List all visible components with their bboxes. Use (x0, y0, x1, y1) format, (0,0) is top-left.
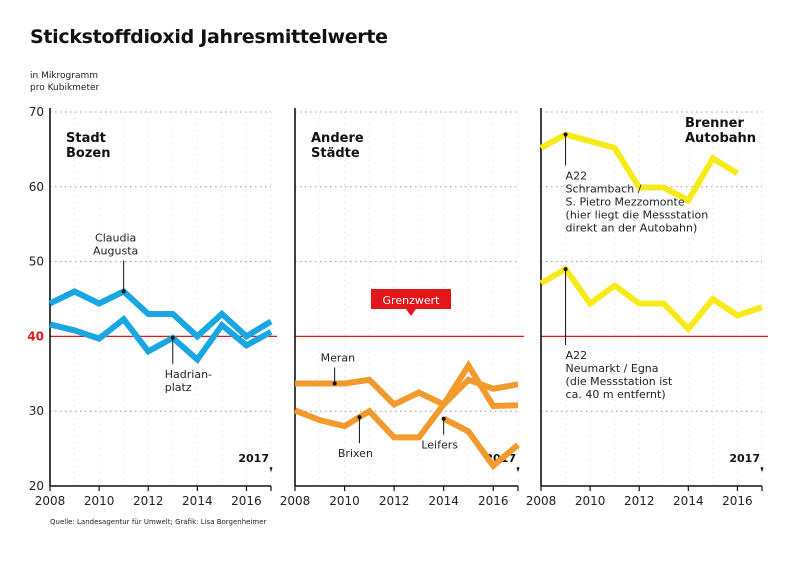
panel-title: Andere (311, 131, 364, 146)
x-tick-label: 2008 (526, 494, 557, 508)
end-year-label: 2017 (729, 452, 760, 465)
y-tick-label: 70 (29, 105, 44, 119)
y-tick-label: 50 (29, 255, 44, 269)
series-marker (121, 289, 126, 294)
series-marker (170, 335, 175, 340)
x-tick-label: 2012 (624, 494, 655, 508)
series-label: Hadrian- (165, 368, 212, 381)
series-label: A22 (566, 349, 588, 362)
y-tick-label: 40 (27, 329, 44, 343)
limit-label: Grenzwert (383, 294, 441, 307)
series-line (295, 376, 519, 409)
unit-line1: in Mikrogramm (30, 71, 99, 81)
y-tick-label: 20 (29, 479, 44, 493)
series-line (539, 265, 763, 334)
end-year-marker (760, 467, 764, 473)
series-marker (563, 132, 568, 137)
panel-title: Brenner (685, 116, 744, 131)
y-tick-label: 60 (29, 180, 44, 194)
series-label: Augusta (93, 245, 138, 258)
x-tick-label: 2010 (84, 494, 115, 508)
panel-title: Stadt (66, 131, 106, 146)
series-line (539, 131, 740, 205)
series-label: S. Pietro Mezzomonte (566, 195, 685, 208)
series-label: Meran (321, 352, 356, 365)
x-tick-label: 2016 (478, 494, 509, 508)
x-tick-label: 2012 (133, 494, 164, 508)
series-label: Neumarkt / Egna (566, 362, 659, 375)
series-marker (332, 381, 337, 386)
x-tick-label: 2016 (231, 494, 262, 508)
x-tick-label: 2010 (575, 494, 606, 508)
series-label: (hier liegt die Messstation (566, 208, 709, 221)
x-tick-label: 2008 (35, 494, 66, 508)
series-label: Claudia (95, 232, 136, 245)
series-line (49, 314, 273, 365)
x-tick-label: 2008 (280, 494, 311, 508)
limit-label-pointer (406, 309, 416, 316)
series-line (293, 359, 519, 441)
series-label: (die Messstation ist (566, 375, 673, 388)
end-year-label: 2017 (485, 452, 516, 465)
series-label: Leifers (421, 439, 458, 452)
end-year-marker (516, 467, 520, 473)
x-tick-label: 2012 (379, 494, 410, 508)
limit-label-box (371, 289, 451, 309)
y-tick-label: 30 (29, 404, 44, 418)
panel-title: Bozen (66, 146, 110, 161)
series-line (48, 287, 273, 341)
series-label: A22 (566, 169, 588, 182)
x-tick-label: 2010 (329, 494, 360, 508)
x-tick-label: 2016 (722, 494, 753, 508)
x-tick-label: 2014 (428, 494, 459, 508)
series-label: Schrambach / (566, 182, 642, 195)
panel-title: Städte (311, 146, 360, 161)
series-label: direkt an der Autobahn) (566, 221, 698, 234)
end-year-label: 2017 (238, 452, 269, 465)
series-marker (563, 267, 568, 272)
series-label: ca. 40 m entfernt) (566, 388, 666, 401)
series-marker (357, 415, 362, 420)
panel-title: Autobahn (685, 131, 756, 146)
x-tick-label: 2014 (673, 494, 704, 508)
series-marker (441, 416, 446, 421)
unit-label: in Mikrogramm pro Kubikmeter (30, 70, 150, 94)
end-year-marker (269, 467, 273, 473)
series-line (442, 416, 520, 471)
x-tick-label: 2014 (182, 494, 213, 508)
series-label: Brixen (338, 447, 373, 460)
series-label: platz (165, 381, 192, 394)
chart-title: Stickstoffdioxid Jahresmittelwerte (30, 26, 388, 48)
source-note: Quelle: Landesagentur für Umwelt; Grafik… (50, 518, 267, 526)
unit-line2: pro Kubikmeter (30, 83, 100, 93)
